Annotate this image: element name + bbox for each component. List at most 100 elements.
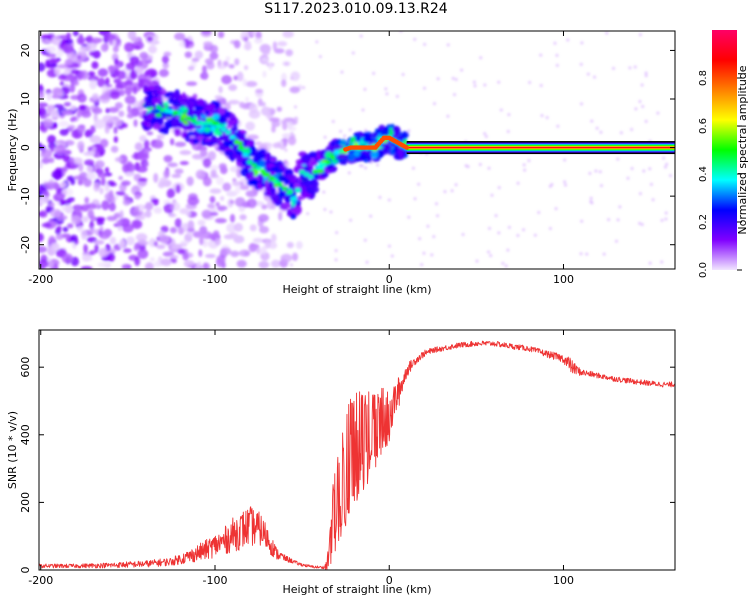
heatmap-cell xyxy=(252,237,264,243)
heatmap-cell xyxy=(554,207,558,211)
heatmap-cell xyxy=(153,261,162,267)
heatmap-cell xyxy=(63,101,72,107)
heatmap-cell xyxy=(74,128,79,139)
heatmap-cell xyxy=(612,66,616,70)
heatmap-cell xyxy=(599,184,603,188)
heatmap-cell xyxy=(137,152,150,161)
heatmap-cell xyxy=(602,252,606,256)
heatmap-y-axis-label: Frequency (Hz) xyxy=(6,109,19,192)
heatmap-cell xyxy=(540,114,544,118)
heatmap-cell xyxy=(91,107,103,114)
heatmap-cell xyxy=(259,169,266,174)
heatmap-cell xyxy=(214,237,221,246)
heatmap-cell xyxy=(642,169,646,173)
heatmap-cell xyxy=(66,175,75,182)
heatmap-cell xyxy=(47,63,58,68)
heatmap-cell xyxy=(177,111,184,116)
heatmap-cell xyxy=(285,49,294,57)
heatmap-cell xyxy=(320,162,327,167)
heatmap-cell xyxy=(270,204,276,210)
heatmap-cell xyxy=(599,130,603,134)
heatmap-cell xyxy=(124,42,135,53)
heatmap-cell xyxy=(91,61,99,70)
heatmap-cell xyxy=(64,38,74,45)
heatmap-cell xyxy=(198,249,203,258)
heatmap-cell xyxy=(42,38,49,44)
heatmap-cell xyxy=(152,122,161,130)
heatmap-cell xyxy=(107,182,118,187)
heatmap-x-axis-label: Height of straight line (km) xyxy=(282,283,431,296)
y-tick-label: 200 xyxy=(19,492,32,513)
heatmap-cell xyxy=(289,86,301,94)
heatmap-cell xyxy=(143,139,150,149)
heatmap-cell xyxy=(174,32,186,41)
heatmap-cell xyxy=(215,257,225,268)
heatmap-cell xyxy=(393,147,399,154)
heatmap-cell xyxy=(282,120,288,131)
x-tick-label: -200 xyxy=(28,574,53,587)
heatmap-cell xyxy=(149,103,156,108)
heatmap-cell xyxy=(57,215,68,221)
heatmap-cell xyxy=(70,234,78,243)
heatmap-cell xyxy=(210,165,219,172)
heatmap-cell xyxy=(124,79,133,86)
heatmap-cell xyxy=(294,187,301,193)
heatmap-cell xyxy=(325,159,332,165)
heatmap-cell xyxy=(290,76,294,80)
heatmap-cell xyxy=(417,182,421,186)
heatmap-cell xyxy=(240,31,250,38)
heatmap-cell xyxy=(218,144,226,151)
heatmap-cell xyxy=(73,80,80,86)
heatmap-cell xyxy=(166,189,174,199)
heatmap-cell xyxy=(216,124,223,129)
heatmap-cell xyxy=(219,195,225,201)
heatmap-cell xyxy=(246,139,254,147)
heatmap-cell xyxy=(150,69,157,78)
heatmap-cell xyxy=(286,190,293,195)
heatmap-cell xyxy=(426,224,430,228)
heatmap-cell xyxy=(149,257,155,262)
heatmap-cell xyxy=(39,142,42,151)
heatmap-cell xyxy=(249,170,255,179)
heatmap-cell xyxy=(249,224,257,232)
heatmap-cell xyxy=(70,105,77,111)
heatmap-cell xyxy=(504,264,508,268)
heatmap-cell xyxy=(156,244,166,250)
heatmap-cell xyxy=(41,222,52,228)
heatmap-cell xyxy=(181,113,188,119)
heatmap-cell xyxy=(93,119,106,129)
heatmap-cell xyxy=(71,215,81,225)
heatmap-cell xyxy=(62,226,69,233)
heatmap-cell xyxy=(618,205,622,209)
heatmap-cell xyxy=(175,90,180,100)
heatmap-cell xyxy=(286,241,294,249)
heatmap-cell xyxy=(348,128,352,132)
heatmap-cell xyxy=(225,56,231,62)
heatmap-cell xyxy=(269,157,277,162)
heatmap-cell xyxy=(90,227,95,234)
heatmap-cell xyxy=(80,230,88,240)
figure-title: S117.2023.010.09.13.R24 xyxy=(264,1,448,17)
heatmap-cell xyxy=(616,157,620,161)
heatmap-cell xyxy=(224,149,234,157)
heatmap-cell xyxy=(259,226,269,234)
heatmap-cell xyxy=(472,80,476,84)
y-tick-label: -20 xyxy=(19,236,32,254)
heatmap-cell xyxy=(451,76,455,80)
heatmap-cell xyxy=(99,231,111,240)
colorbar-gradient xyxy=(712,30,737,270)
heatmap-cell xyxy=(148,45,158,54)
heatmap-cell xyxy=(434,202,438,206)
heatmap-cell xyxy=(303,172,310,177)
heatmap-cell xyxy=(199,148,208,157)
heatmap-cell xyxy=(86,172,97,180)
heatmap-cell xyxy=(291,252,299,262)
heatmap-cell xyxy=(187,220,195,231)
heatmap-cell xyxy=(184,38,190,48)
heatmap-cell xyxy=(274,48,285,54)
heatmap-cell xyxy=(286,208,293,215)
heatmap-cell xyxy=(203,41,213,47)
heatmap-cell xyxy=(95,168,104,175)
heatmap-cell xyxy=(174,129,181,137)
heatmap-cell xyxy=(228,113,236,121)
